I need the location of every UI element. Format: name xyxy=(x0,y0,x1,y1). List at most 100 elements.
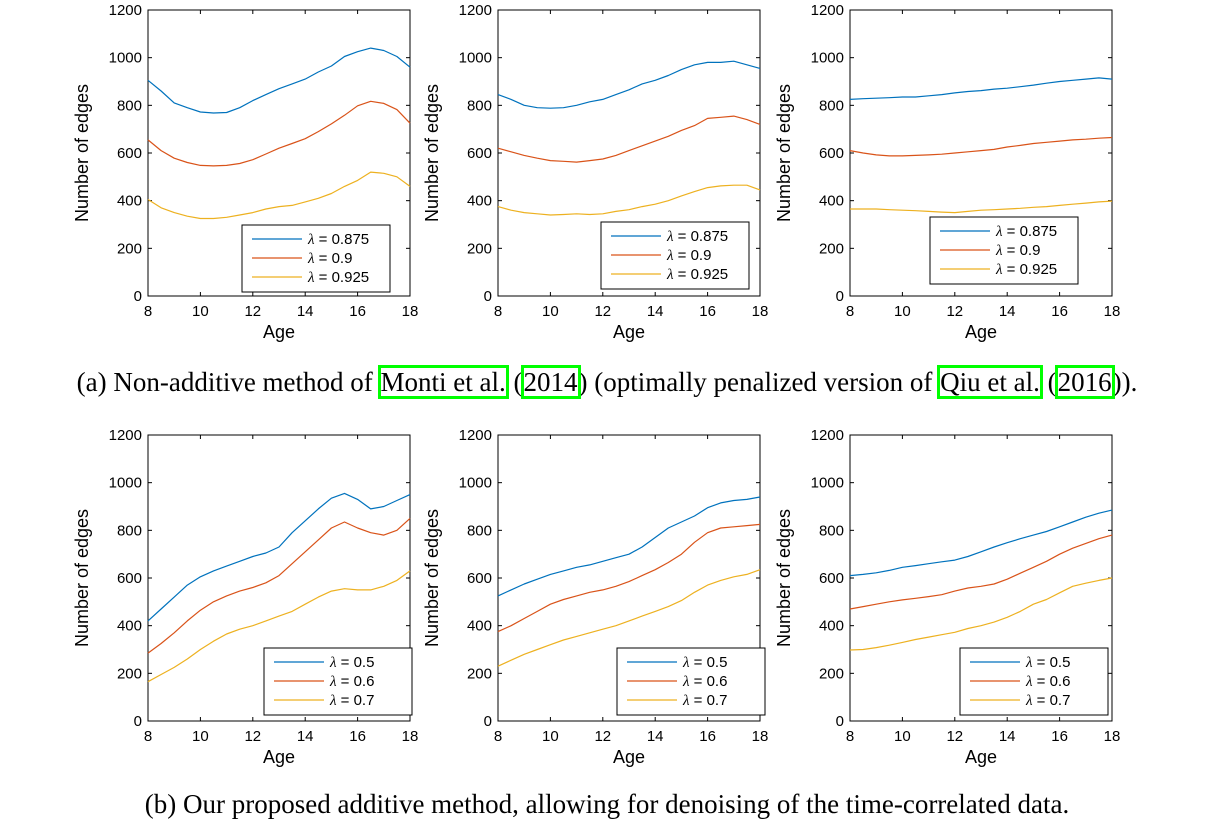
legend: λ = 0.5λ = 0.6λ = 0.7 xyxy=(263,647,413,716)
legend-entry: λ = 0.875 xyxy=(666,228,728,245)
x-axis-label: Age xyxy=(965,747,997,767)
legend-entry: λ = 0.875 xyxy=(307,231,369,248)
caption-a-prefix: (a) Non-additive method of xyxy=(76,367,380,397)
series-line-3 xyxy=(497,569,761,667)
y-tick-label: 1200 xyxy=(109,427,142,444)
x-tick-label: 14 xyxy=(999,303,1016,320)
legend-entry: λ = 0.9 xyxy=(307,250,352,267)
x-tick-label: 16 xyxy=(349,303,366,320)
legend-entry: λ = 0.9 xyxy=(666,247,711,264)
legend-lambda-symbol: λ xyxy=(666,248,674,264)
legend-lambda-symbol: λ xyxy=(682,655,690,671)
x-axis-label: Age xyxy=(263,322,295,342)
series-line-2 xyxy=(497,115,761,163)
legend-value-label: = 0.7 xyxy=(1033,692,1071,709)
legend-lambda-symbol: λ xyxy=(682,693,690,709)
y-tick-label: 200 xyxy=(467,665,492,682)
legend-value-label: = 0.5 xyxy=(1033,654,1071,671)
y-tick-label: 800 xyxy=(467,97,492,114)
y-tick-label: 400 xyxy=(467,618,492,635)
x-tick-label: 16 xyxy=(699,303,716,320)
y-tick-label: 0 xyxy=(134,288,142,305)
citation-monti-author-link[interactable]: Monti et al. xyxy=(377,365,509,399)
y-tick-label: 1000 xyxy=(459,50,492,67)
x-tick-label: 14 xyxy=(297,728,314,745)
x-axis-label: Age xyxy=(613,322,645,342)
caption-b-text: (b) Our proposed additive method, allowi… xyxy=(144,789,1070,819)
x-tick-label: 18 xyxy=(1104,728,1121,745)
series-line-3 xyxy=(850,200,1113,214)
citation-qiu-author-link[interactable]: Qiu et al. xyxy=(937,365,1043,399)
chart-panel-6: 8 10 12 14 16 18 0 200 400 600 800 1000 1200 Age Numbe… xyxy=(774,427,1120,767)
series-line-2 xyxy=(849,534,1113,610)
series-line-3 xyxy=(147,570,411,683)
y-tick-label: 1200 xyxy=(459,427,492,444)
y-tick-label: 1200 xyxy=(109,2,142,19)
x-tick-label: 14 xyxy=(647,303,664,320)
chart-panel-5: 8 10 12 14 16 18 0 200 400 600 800 1000 1200 Age Numbe… xyxy=(422,427,768,767)
x-tick-label: 12 xyxy=(594,303,611,320)
series-line-3 xyxy=(497,184,761,216)
x-tick-label: 16 xyxy=(349,728,366,745)
citation-monti-year-link[interactable]: 2014 xyxy=(520,365,581,399)
y-tick-label: 200 xyxy=(819,240,844,257)
y-tick-label: 0 xyxy=(134,713,142,730)
legend-value-label: = 0.7 xyxy=(337,692,375,709)
legend-value-label: = 0.875 xyxy=(315,231,370,248)
legend-entry: λ = 0.5 xyxy=(1025,654,1070,671)
legend-entry: λ = 0.6 xyxy=(682,673,727,690)
legend-entry: λ = 0.5 xyxy=(329,654,374,671)
legend-lambda-symbol: λ xyxy=(995,224,1003,240)
chart-panel-1: 8 10 12 14 16 18 0 200 400 600 800 1000 1200 Age Numbe… xyxy=(72,2,418,342)
series-line-1 xyxy=(497,496,761,597)
caption-a-suffix: )). xyxy=(1112,367,1138,397)
x-tick-label: 8 xyxy=(144,728,152,745)
legend-lambda-symbol: λ xyxy=(329,674,337,690)
legend-value-label: = 0.9 xyxy=(1003,242,1041,259)
legend-lambda-symbol: λ xyxy=(307,232,315,248)
legend-lambda-symbol: λ xyxy=(329,693,337,709)
x-tick-label: 8 xyxy=(846,728,854,745)
legend-box xyxy=(241,224,391,293)
legend-value-label: = 0.6 xyxy=(690,673,728,690)
legend-entry: λ = 0.7 xyxy=(682,692,727,709)
caption-b: (b) Our proposed additive method, allowi… xyxy=(0,787,1214,821)
y-tick-label: 0 xyxy=(836,713,844,730)
y-axis-label: Number of edges xyxy=(774,509,794,647)
y-axis-label: Number of edges xyxy=(422,84,442,222)
caption-a-mid: ) (optimally penalized version of xyxy=(578,367,940,397)
x-axis-label: Age xyxy=(613,747,645,767)
legend-lambda-symbol: λ xyxy=(307,251,315,267)
legend-lambda-symbol: λ xyxy=(329,655,337,671)
x-tick-label: 12 xyxy=(244,303,261,320)
chart-panel-3: 8 10 12 14 16 18 0 200 400 600 800 1000 1200 Age Numbe… xyxy=(774,2,1120,342)
y-tick-label: 400 xyxy=(117,193,142,210)
series-line-3 xyxy=(147,171,411,220)
x-tick-label: 18 xyxy=(752,728,769,745)
y-tick-label: 1200 xyxy=(811,427,844,444)
legend-entry: λ = 0.5 xyxy=(682,654,727,671)
series-line-1 xyxy=(849,509,1113,577)
legend-lambda-symbol: λ xyxy=(666,267,674,283)
legend-value-label: = 0.9 xyxy=(315,250,353,267)
y-tick-label: 600 xyxy=(117,570,142,587)
legend-entry: λ = 0.6 xyxy=(329,673,374,690)
citation-qiu-year-link[interactable]: 2016 xyxy=(1054,365,1115,399)
x-tick-label: 12 xyxy=(244,728,261,745)
x-tick-label: 18 xyxy=(402,728,419,745)
y-tick-label: 200 xyxy=(117,240,142,257)
series-line-1 xyxy=(147,492,411,622)
y-tick-label: 200 xyxy=(117,665,142,682)
x-tick-label: 10 xyxy=(192,728,209,745)
legend-lambda-symbol: λ xyxy=(1025,655,1033,671)
x-tick-label: 14 xyxy=(999,728,1016,745)
x-tick-label: 18 xyxy=(1104,303,1121,320)
x-tick-label: 18 xyxy=(752,303,769,320)
legend-entry: λ = 0.7 xyxy=(1025,692,1070,709)
legend-entry: λ = 0.6 xyxy=(1025,673,1070,690)
y-tick-label: 600 xyxy=(117,145,142,162)
y-axis-label: Number of edges xyxy=(422,509,442,647)
y-tick-label: 400 xyxy=(819,193,844,210)
